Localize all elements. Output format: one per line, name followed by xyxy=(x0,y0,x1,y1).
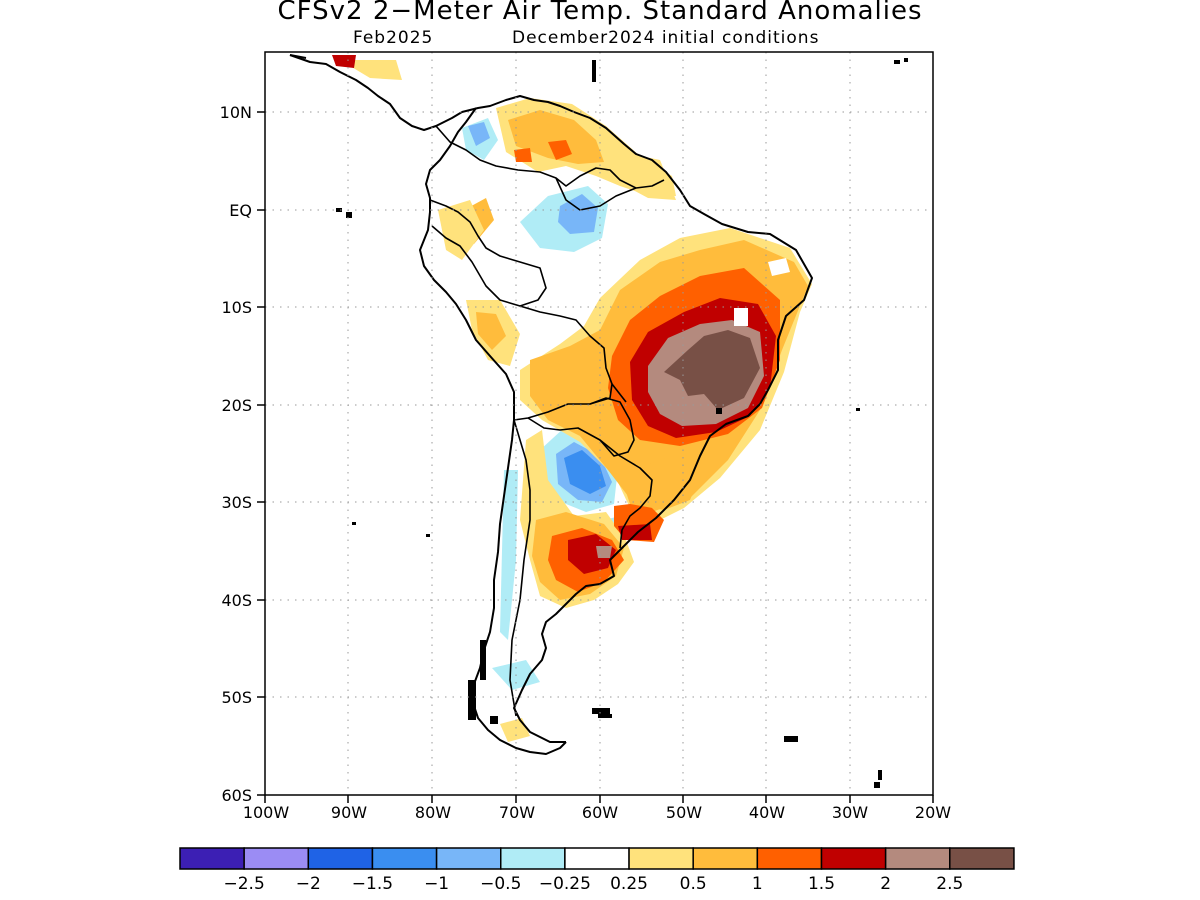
latitude-labels: 10N EQ 10S 20S 30S 40S 50S 60S xyxy=(220,103,252,805)
warm-anomaly-venezuela-mid xyxy=(508,110,604,164)
colorbar-label: −2.5 xyxy=(224,874,265,894)
lat-label: 50S xyxy=(221,688,252,707)
colorbar-label: 2 xyxy=(880,874,891,894)
warm-anomaly-uruguay-core xyxy=(618,524,652,540)
colorbar-swatch xyxy=(628,847,694,870)
colorbar-swatch xyxy=(179,847,245,870)
colorbar-label: −0.25 xyxy=(539,874,591,894)
lon-label: 60W xyxy=(582,803,618,822)
lon-label: 80W xyxy=(415,803,451,822)
colorbar-swatch xyxy=(756,847,823,870)
warm-anomaly-central-america xyxy=(340,60,402,80)
warm-anomaly-tierra-del-fuego xyxy=(500,718,530,742)
colorbar-label: −1.5 xyxy=(352,874,393,894)
lat-label: 20S xyxy=(221,396,252,415)
warm-anomaly-northeast-notch xyxy=(768,258,790,276)
lat-label: 10S xyxy=(221,298,252,317)
colorbar-label: 1.5 xyxy=(808,874,835,894)
warm-anomaly-argentina-core xyxy=(568,534,616,574)
colorbar-label: 1 xyxy=(752,874,763,894)
lon-label: 70W xyxy=(499,803,535,822)
lon-label: 100W xyxy=(243,803,290,822)
cold-anomaly-amazon-core xyxy=(558,194,598,234)
warm-anomaly-bolivia-core xyxy=(536,364,586,404)
cold-anomaly-andes xyxy=(500,470,518,640)
cold-anomaly-northwest-core xyxy=(468,122,490,146)
warm-anomaly-brazil-core xyxy=(664,330,760,410)
axis-ticks xyxy=(257,111,934,803)
colorbar-swatch xyxy=(692,847,759,870)
warm-anomaly-brazil-notch xyxy=(734,308,748,326)
warm-anomaly-peru-core xyxy=(476,312,506,350)
colorbar-swatch xyxy=(500,847,566,870)
lat-label: 30S xyxy=(221,493,252,512)
warm-anomaly-argentina-dot xyxy=(596,546,612,558)
colorbar-label: 0.5 xyxy=(680,874,707,894)
forecast-month: Feb2025 xyxy=(353,28,434,48)
warm-anomaly-central-america-core xyxy=(332,55,356,68)
initial-conditions: December2024 initial conditions xyxy=(512,28,820,48)
warm-anomaly-upper-andes xyxy=(438,200,484,260)
colorbar-swatch xyxy=(564,847,630,870)
cold-anomaly-chaco-core xyxy=(564,450,606,494)
longitude-labels: 100W 90W 80W 70W 60W 50W 40W 30W 20W xyxy=(243,803,951,822)
islands xyxy=(336,58,908,788)
colorbar-swatch xyxy=(949,847,1015,870)
colorbar-swatch xyxy=(884,847,951,870)
map-title: CFSv2 2−Meter Air Temp. Standard Anomali… xyxy=(277,0,923,26)
colorbar-label: −2 xyxy=(296,874,321,894)
lon-label: 50W xyxy=(666,803,702,822)
colorbar-label: 2.5 xyxy=(936,874,963,894)
colorbar-swatch xyxy=(243,847,310,870)
lon-label: 20W xyxy=(915,803,951,822)
lon-label: 30W xyxy=(832,803,868,822)
lon-label: 40W xyxy=(749,803,785,822)
colorbar-label: 0.25 xyxy=(610,874,648,894)
warm-anomaly-guianas xyxy=(612,150,676,200)
colorbar-swatch xyxy=(820,847,887,870)
anomaly-shading xyxy=(332,55,812,742)
colorbar-swatch xyxy=(307,847,374,870)
colorbar-label: −0.5 xyxy=(480,874,521,894)
colorbar-swatch xyxy=(371,847,438,870)
lon-label: 90W xyxy=(331,803,367,822)
warm-anomaly-venezuela-core2 xyxy=(514,148,532,162)
lat-label: 10N xyxy=(220,103,252,122)
coastline xyxy=(289,54,813,755)
warm-anomaly-atlantic-coast xyxy=(620,456,700,510)
warm-anomaly-venezuela-core xyxy=(548,140,572,160)
colorbar-label: −1 xyxy=(424,874,449,894)
colorbar: −2.5 −2 −1.5 −1 −0.5 −0.25 0.25 0.5 1 1.5 2 2.5 xyxy=(179,847,1015,894)
lat-label: EQ xyxy=(229,201,252,220)
lat-label: 60S xyxy=(221,786,252,805)
plot-frame xyxy=(264,51,934,796)
colorbar-swatch xyxy=(435,847,502,870)
lat-label: 40S xyxy=(221,591,252,610)
